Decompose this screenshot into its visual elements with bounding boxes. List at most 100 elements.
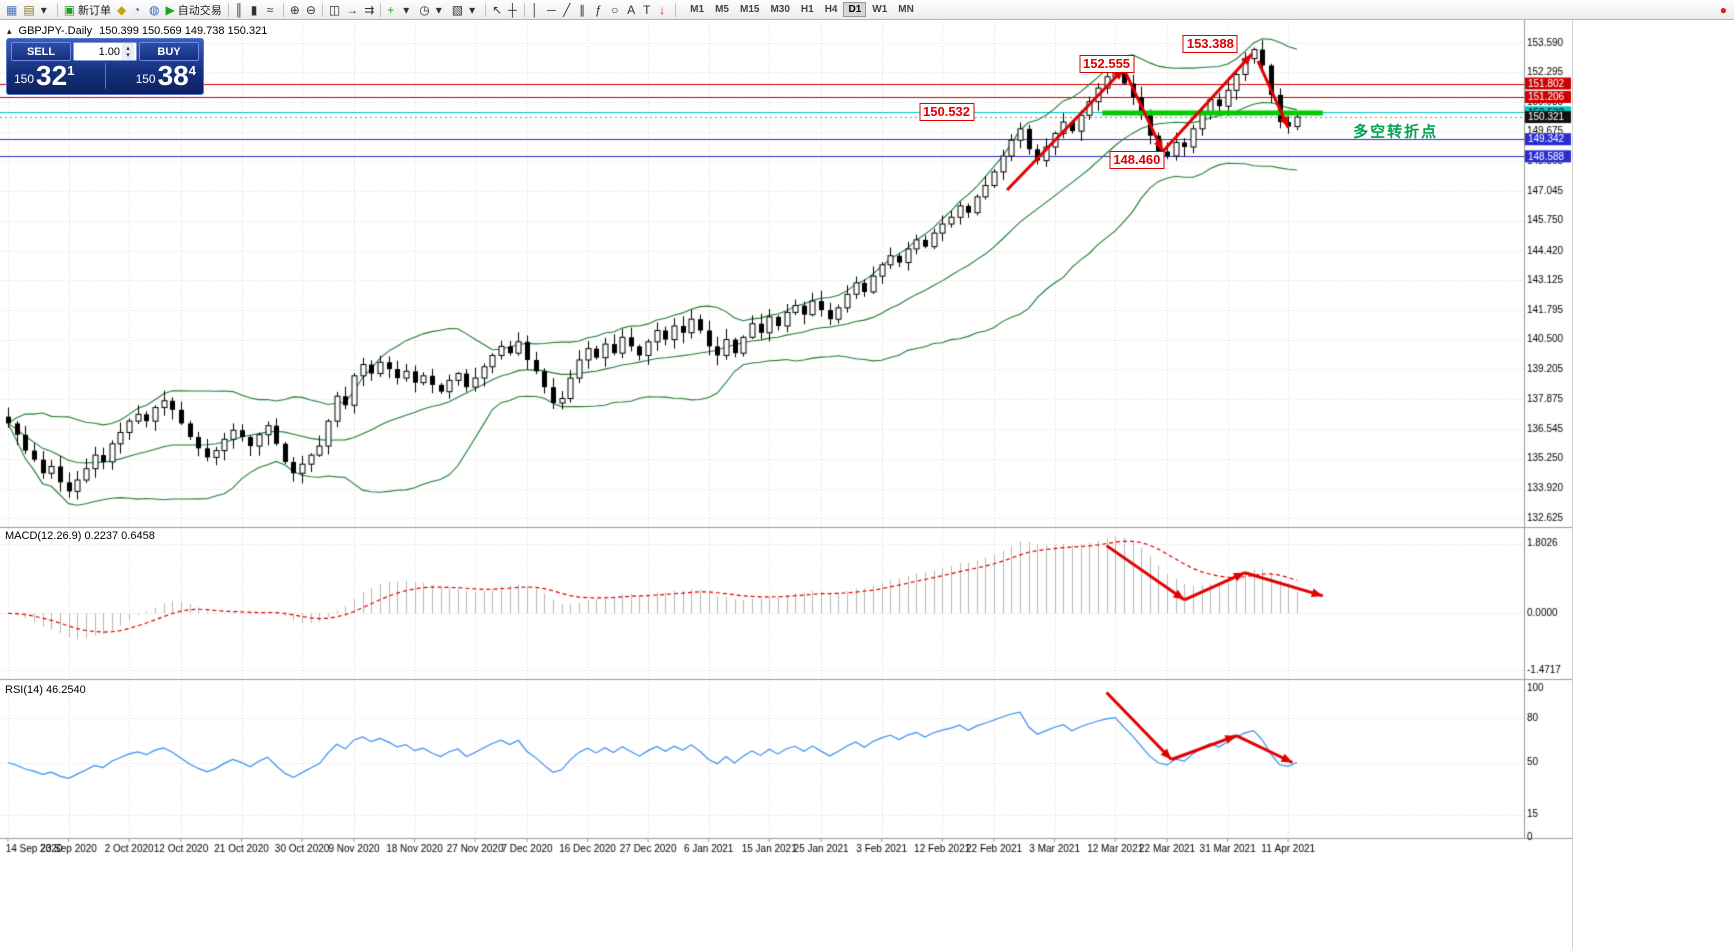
sell-button[interactable]: SELL bbox=[11, 42, 71, 61]
toolbar-separator bbox=[380, 2, 382, 17]
one-click-trading-panel: SELL ▴ ▾ BUY 150 32 1 150 38 4 bbox=[6, 38, 204, 95]
zoom-out-icon: ⊖ bbox=[305, 2, 316, 17]
sell-price-pips: 32 bbox=[36, 60, 68, 91]
buy-button[interactable]: BUY bbox=[139, 42, 199, 61]
autotrading-button-label: 自动交易 bbox=[177, 4, 222, 17]
indicators-dropdown-icon: ▾ bbox=[403, 2, 410, 17]
auto-scroll-icon[interactable]: → bbox=[343, 1, 361, 18]
text-icon: A bbox=[627, 2, 636, 17]
price-chart-canvas[interactable] bbox=[0, 20, 1572, 949]
buy-price-prefix: 150 bbox=[135, 72, 156, 86]
macd-indicator-label: MACD(12.26.9) 0.2237 0.6458 bbox=[5, 530, 155, 542]
volume-input[interactable] bbox=[74, 43, 122, 60]
zoom-in-icon: ⊕ bbox=[289, 2, 300, 17]
timeframe-mn-button[interactable]: MN bbox=[893, 2, 919, 17]
volume-increase-icon[interactable]: ▴ bbox=[126, 44, 130, 52]
buy-price-pips: 38 bbox=[157, 60, 189, 91]
one-click-collapse-icon[interactable]: ▴ bbox=[7, 25, 12, 36]
auto-scroll-icon: → bbox=[346, 2, 359, 17]
candlestick-chart-icon: ▮ bbox=[250, 2, 258, 17]
zoom-out-icon[interactable]: ⊖ bbox=[303, 1, 319, 18]
cursor-icon[interactable]: ↖ bbox=[489, 1, 505, 18]
volume-decrease-icon[interactable]: ▾ bbox=[126, 51, 130, 59]
new-chart-icon[interactable]: ▦ bbox=[3, 1, 20, 18]
fibonacci-icon[interactable]: ƒ bbox=[592, 1, 608, 18]
toolbar-separator bbox=[485, 2, 487, 17]
indicators-icon: + bbox=[387, 2, 395, 17]
horizontal-line-icon[interactable]: ─ bbox=[544, 1, 560, 18]
horizontal-line-icon: ─ bbox=[547, 2, 556, 17]
timeframe-w1-button[interactable]: W1 bbox=[867, 2, 892, 17]
new-order-button-label: 新订单 bbox=[78, 4, 112, 17]
toolbar-separator bbox=[282, 2, 284, 17]
templates-dropdown-icon[interactable]: ▾ bbox=[466, 1, 482, 18]
rsi-indicator-label: RSI(14) 46.2540 bbox=[5, 684, 86, 696]
toolbar-separator bbox=[321, 2, 323, 17]
ellipse-icon[interactable]: ○ bbox=[608, 1, 624, 18]
channel-icon: ∥ bbox=[579, 2, 586, 17]
zoom-in-icon[interactable]: ⊕ bbox=[287, 1, 303, 18]
timeframe-h1-button[interactable]: H1 bbox=[796, 2, 819, 17]
periods-dropdown-icon[interactable]: ▾ bbox=[433, 1, 449, 18]
record-icon[interactable]: ● bbox=[1719, 2, 1727, 17]
indicators-dropdown-icon[interactable]: ▾ bbox=[400, 1, 416, 18]
trendline-icon[interactable]: ╱ bbox=[560, 1, 576, 18]
chart-title: ▴ GBPJPY-.Daily 150.399 150.569 149.738 … bbox=[7, 25, 267, 37]
text-label-icon[interactable]: T bbox=[640, 1, 656, 18]
community-icon[interactable]: ◍ bbox=[146, 1, 162, 18]
new-order-button[interactable]: ▣ 新订单 bbox=[61, 1, 114, 18]
crosshair-icon[interactable]: ┼ bbox=[505, 1, 521, 18]
chart-list-dropdown-icon[interactable]: ▾ bbox=[38, 1, 54, 18]
toolbar: ▦ ▤ ▾ ▣ 新订单 ◆ ◔ ◍ ▶ 自动交易 ║ ▮ ≈ ⊕ ⊖ ◫ → ⇉ + ▾ ◷ ▾ ▧ ▾ ↖ ┼ │ ─ ╱ ∥ ƒ ○ A T ↓… bbox=[0, 0, 1734, 20]
trendline-icon: ╱ bbox=[563, 2, 571, 17]
sell-price-point: 1 bbox=[67, 63, 75, 78]
periods-dropdown-icon: ▾ bbox=[435, 2, 442, 17]
chart-symbol-period: GBPJPY-.Daily bbox=[18, 25, 93, 37]
line-chart-icon[interactable]: ≈ bbox=[264, 1, 280, 18]
timeframe-m5-button[interactable]: M5 bbox=[710, 2, 734, 17]
depth-of-market-icon[interactable]: ◔ bbox=[130, 1, 146, 18]
profiles-icon: ▤ bbox=[23, 2, 35, 17]
toolbar-buttons: ▦ ▤ ▾ ▣ 新订单 ◆ ◔ ◍ ▶ 自动交易 ║ ▮ ≈ ⊕ ⊖ ◫ → ⇉ + ▾ ◷ ▾ ▧ ▾ ↖ ┼ │ ─ ╱ ∥ ƒ ○ A T ↓ bbox=[3, 1, 679, 18]
arrows-tool-icon: ↓ bbox=[659, 2, 666, 17]
chart-shift-icon[interactable]: ⇉ bbox=[361, 1, 377, 18]
timeframe-m15-button[interactable]: M15 bbox=[735, 2, 764, 17]
expert-advisors-icon[interactable]: ◆ bbox=[114, 1, 130, 18]
timeframe-d1-button[interactable]: D1 bbox=[843, 2, 867, 17]
expert-advisors-icon: ◆ bbox=[117, 2, 127, 17]
bar-chart-icon[interactable]: ║ bbox=[232, 1, 248, 18]
vertical-line-icon: │ bbox=[531, 2, 539, 17]
candlestick-chart-icon[interactable]: ▮ bbox=[248, 1, 264, 18]
crosshair-icon: ┼ bbox=[508, 2, 517, 17]
text-icon[interactable]: A bbox=[624, 1, 640, 18]
autotrading-button: ▶ bbox=[165, 2, 175, 17]
timeframe-m1-button[interactable]: M1 bbox=[685, 2, 709, 17]
profiles-icon[interactable]: ▤ bbox=[20, 1, 37, 18]
toolbar-separator bbox=[227, 2, 229, 17]
indicators-icon[interactable]: + bbox=[384, 1, 400, 18]
channel-icon[interactable]: ∥ bbox=[576, 1, 592, 18]
timeframe-m30-button[interactable]: M30 bbox=[765, 2, 794, 17]
toolbar-separator bbox=[56, 2, 58, 17]
new-order-button: ▣ bbox=[63, 2, 76, 17]
toolbar-separator bbox=[675, 2, 677, 17]
community-icon: ◍ bbox=[149, 2, 160, 17]
fibonacci-icon: ƒ bbox=[595, 2, 602, 17]
chart-list-dropdown-icon: ▾ bbox=[40, 2, 47, 17]
tile-windows-icon: ◫ bbox=[328, 2, 341, 17]
bar-chart-icon: ║ bbox=[234, 2, 244, 17]
tile-windows-icon[interactable]: ◫ bbox=[326, 1, 343, 18]
vertical-line-icon[interactable]: │ bbox=[528, 1, 544, 18]
templates-icon[interactable]: ▧ bbox=[449, 1, 466, 18]
sell-price[interactable]: 150 32 1 bbox=[14, 60, 75, 91]
timeframe-h4-button[interactable]: H4 bbox=[820, 2, 843, 17]
timeframe-toolbar: M1 M5 M15 M30 H1 H4 D1 W1 MN bbox=[685, 2, 919, 17]
periods-icon: ◷ bbox=[419, 2, 430, 17]
right-panel bbox=[1572, 20, 1734, 949]
buy-price[interactable]: 150 38 4 bbox=[135, 60, 196, 91]
autotrading-button[interactable]: ▶ 自动交易 bbox=[163, 1, 225, 18]
toolbar-separator bbox=[524, 2, 526, 17]
arrows-tool-icon[interactable]: ↓ bbox=[656, 1, 672, 18]
sell-price-prefix: 150 bbox=[14, 72, 35, 86]
periods-icon[interactable]: ◷ bbox=[416, 1, 432, 18]
